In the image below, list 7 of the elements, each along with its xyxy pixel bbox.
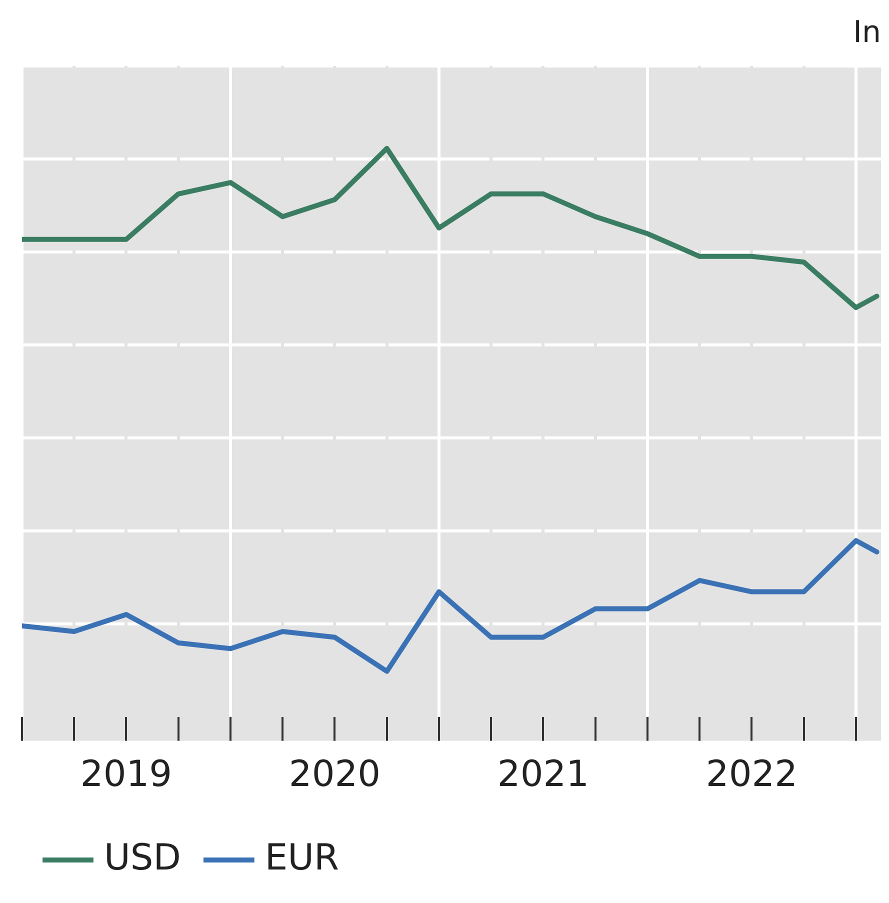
x-tick-label: 2021: [497, 754, 590, 795]
x-tick-label: 2022: [706, 754, 798, 795]
legend-label: EUR: [264, 837, 340, 878]
legend-label: USD: [104, 837, 181, 878]
x-tick-label: 2019: [80, 754, 172, 795]
chart-title: In: [853, 14, 881, 50]
x-tick-label: 2020: [288, 754, 381, 795]
